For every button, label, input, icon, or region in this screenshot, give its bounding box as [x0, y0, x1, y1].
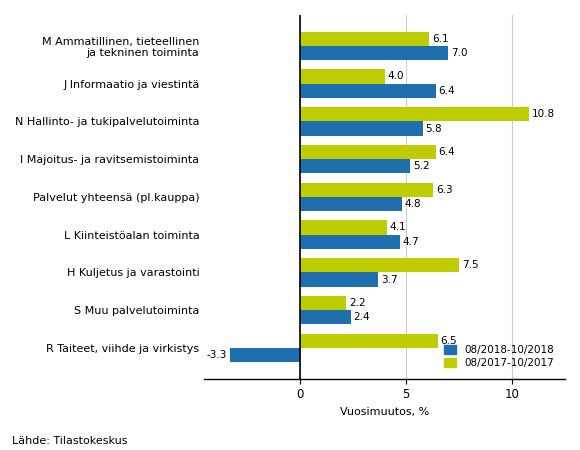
Legend: 08/2018-10/2018, 08/2017-10/2017: 08/2018-10/2018, 08/2017-10/2017	[439, 340, 560, 374]
Bar	[300, 32, 429, 46]
Text: 7.0: 7.0	[451, 48, 467, 58]
Bar	[300, 220, 387, 234]
Bar	[300, 183, 433, 197]
Text: 6.4: 6.4	[438, 86, 455, 96]
Bar	[300, 46, 448, 60]
Text: 5.2: 5.2	[413, 161, 430, 171]
Text: 5.8: 5.8	[426, 124, 442, 134]
Bar	[300, 310, 351, 324]
Text: 6.3: 6.3	[436, 184, 453, 195]
Bar	[300, 333, 438, 348]
Bar	[300, 234, 400, 249]
Text: 2.2: 2.2	[349, 298, 366, 308]
Text: 6.5: 6.5	[440, 336, 457, 346]
Text: Lähde: Tilastokeskus: Lähde: Tilastokeskus	[12, 436, 127, 446]
Bar	[300, 145, 436, 159]
Bar	[300, 258, 459, 272]
Text: 6.1: 6.1	[432, 34, 448, 44]
Text: 3.7: 3.7	[381, 274, 398, 284]
Bar	[300, 159, 410, 173]
Bar	[300, 197, 402, 211]
Text: 4.8: 4.8	[404, 199, 421, 209]
Bar	[300, 69, 385, 84]
Text: 4.7: 4.7	[403, 237, 419, 247]
Text: -3.3: -3.3	[206, 350, 227, 360]
X-axis label: Vuosimuutos, %: Vuosimuutos, %	[340, 407, 429, 417]
Bar	[230, 348, 300, 362]
Bar	[300, 84, 436, 98]
Text: 2.4: 2.4	[353, 312, 370, 322]
Bar	[300, 296, 346, 310]
Text: 10.8: 10.8	[532, 109, 555, 119]
Text: 6.4: 6.4	[438, 147, 455, 157]
Bar	[300, 122, 423, 136]
Text: 7.5: 7.5	[462, 260, 478, 270]
Bar	[300, 272, 378, 287]
Bar	[300, 107, 529, 122]
Text: 4.1: 4.1	[390, 222, 406, 233]
Text: 4.0: 4.0	[387, 72, 404, 81]
